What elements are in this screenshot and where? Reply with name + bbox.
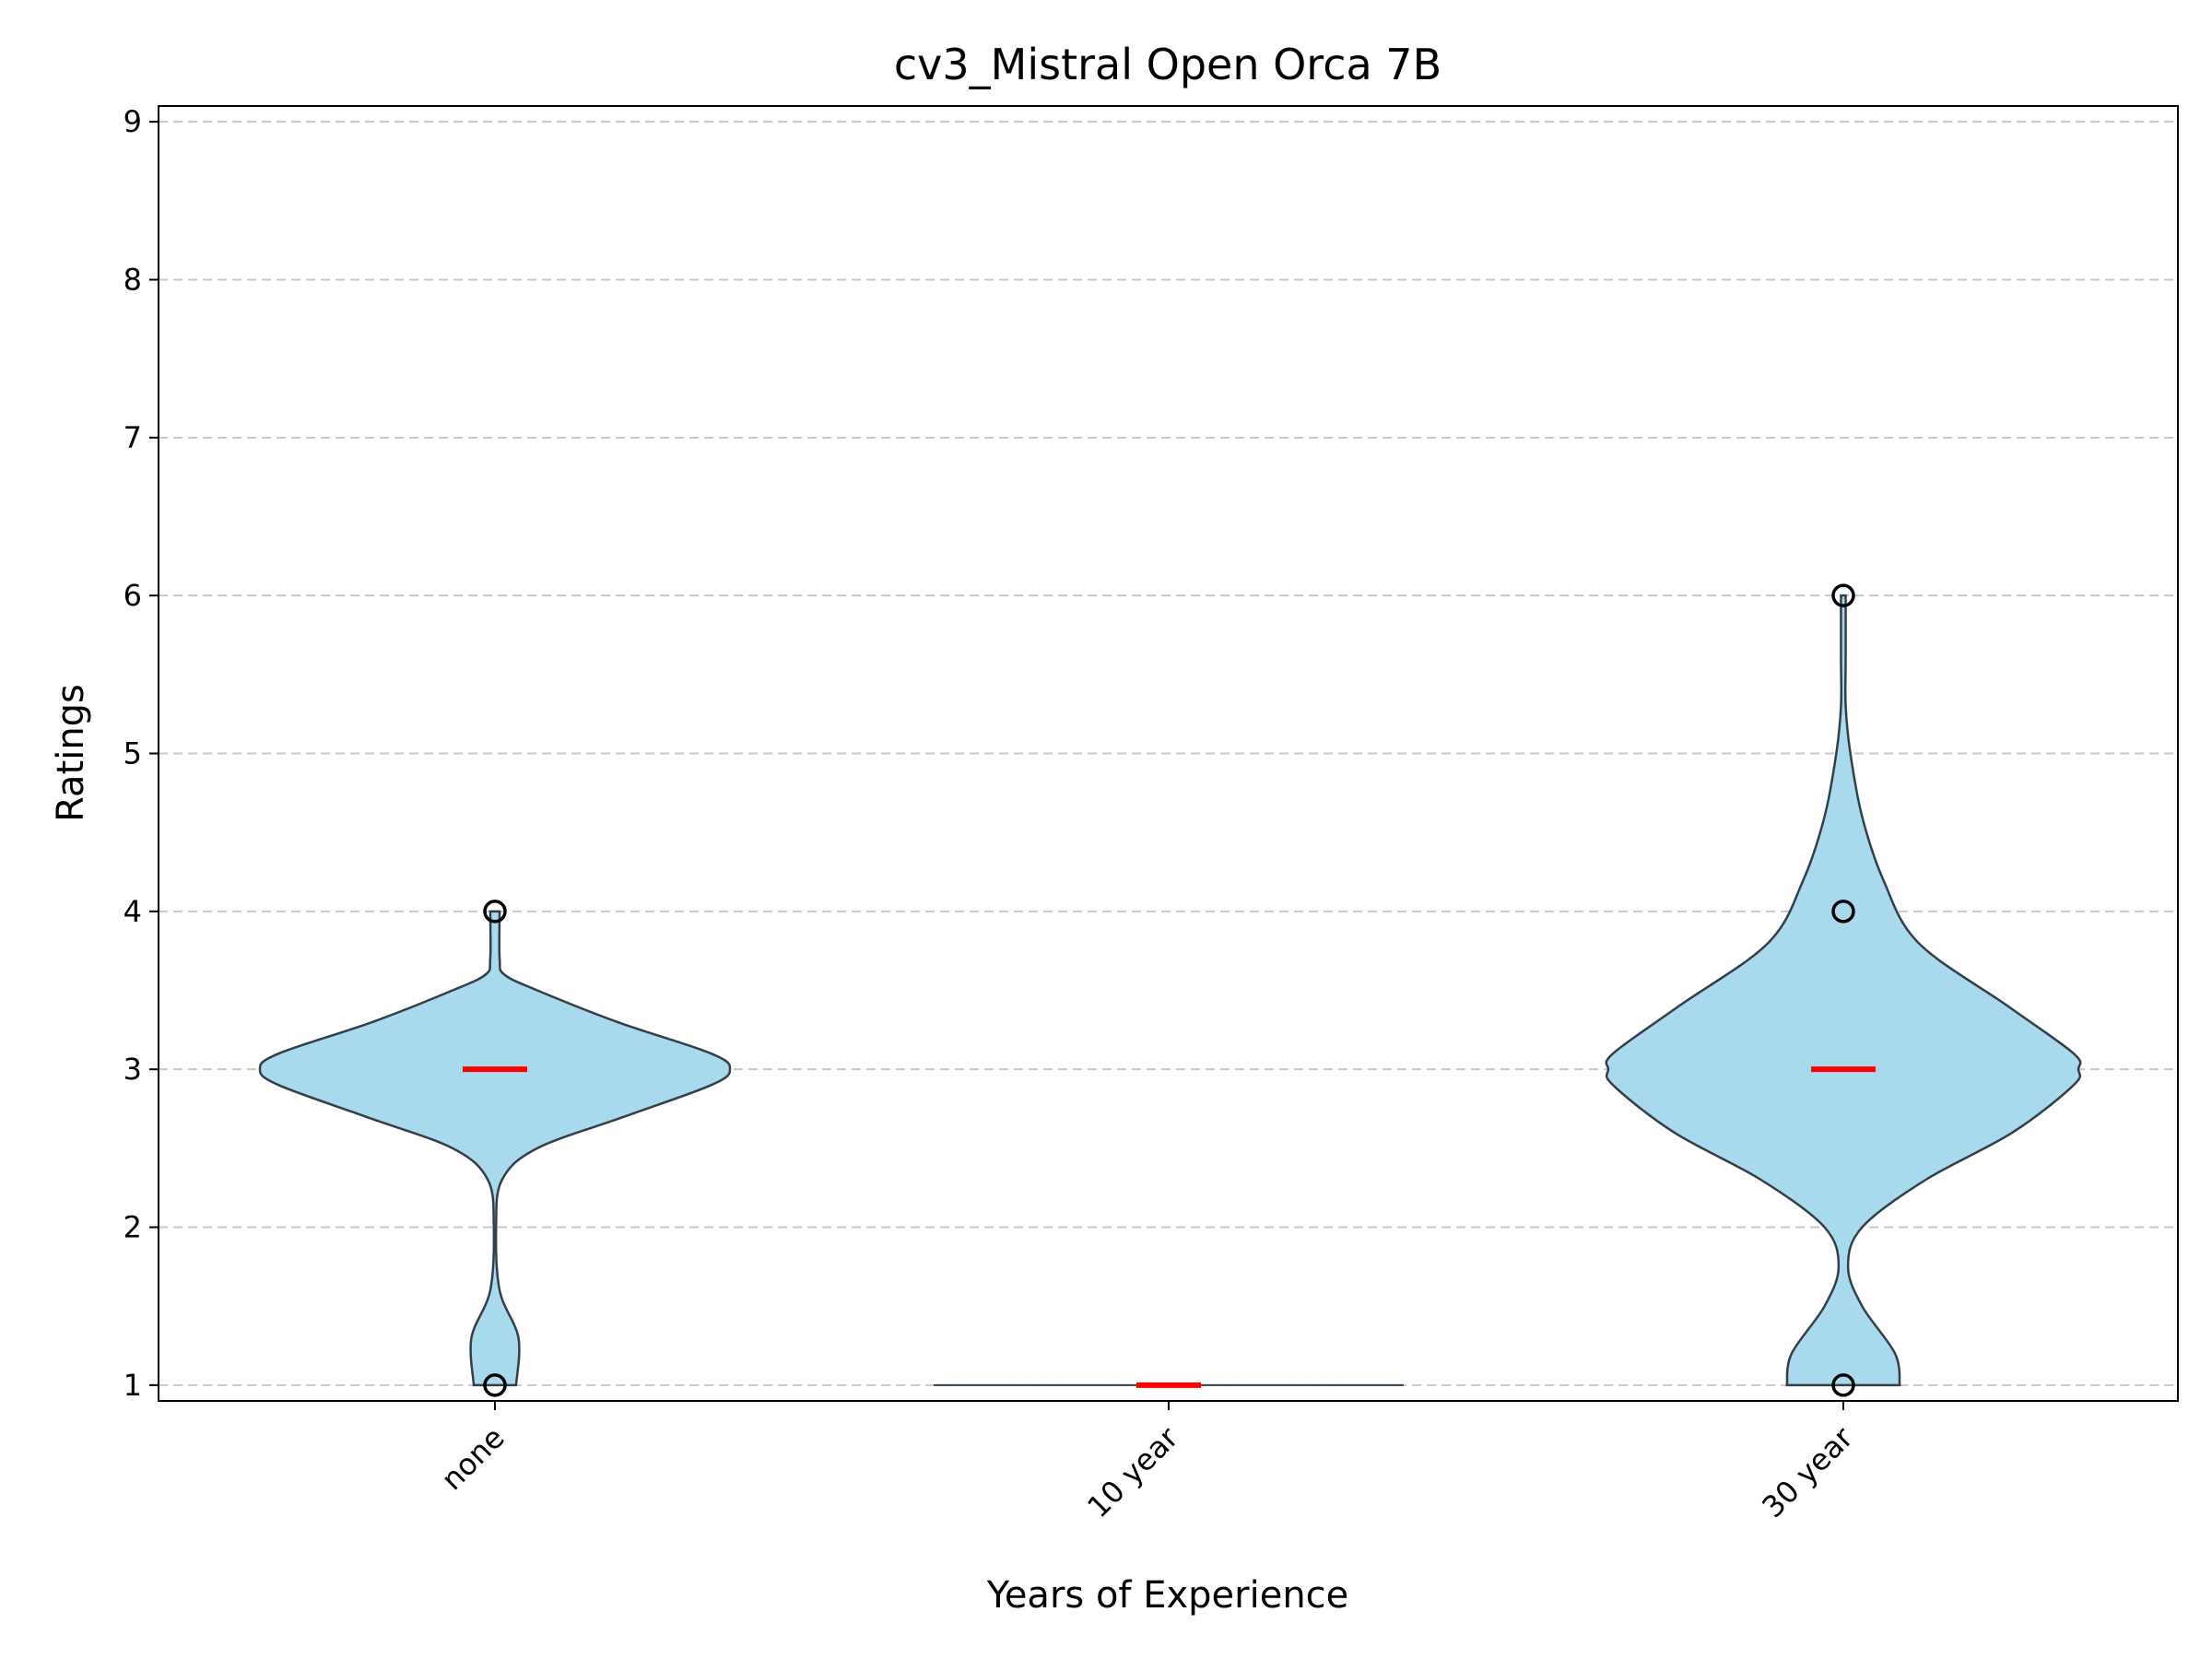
data-point bbox=[1831, 583, 1855, 607]
x-tick-label: 10 year bbox=[1080, 1419, 1185, 1524]
y-tick-label: 3 bbox=[124, 1052, 142, 1087]
x-axis-label: Years of Experience bbox=[986, 1574, 1349, 1617]
violin-body bbox=[258, 910, 732, 1387]
x-tick-label: 30 year bbox=[1755, 1419, 1860, 1524]
data-point bbox=[1831, 900, 1855, 924]
x-tick-label: none bbox=[434, 1420, 511, 1497]
y-ticks: 1 2 3 4 5 6 7 8 9 bbox=[124, 104, 159, 1403]
y-tick-label: 4 bbox=[124, 894, 142, 929]
y-tick-label: 2 bbox=[124, 1210, 142, 1245]
y-tick-label: 1 bbox=[124, 1368, 142, 1403]
data-point bbox=[483, 1373, 507, 1397]
x-ticks: none 10 year 30 year bbox=[434, 1401, 1860, 1524]
y-tick-label: 8 bbox=[124, 262, 142, 297]
plot-frame bbox=[158, 105, 2179, 1402]
data-point bbox=[483, 900, 507, 924]
y-tick-label: 7 bbox=[124, 420, 142, 455]
chart-title: cv3_Mistral Open Orca 7B bbox=[894, 40, 1441, 89]
data-point bbox=[1831, 1373, 1855, 1397]
y-tick-label: 6 bbox=[124, 578, 142, 613]
y-tick-label: 9 bbox=[124, 104, 142, 139]
y-axis-label: Ratings bbox=[50, 684, 92, 822]
violin-body bbox=[1605, 594, 2082, 1387]
violins bbox=[258, 583, 2082, 1397]
y-tick-label: 5 bbox=[124, 736, 142, 771]
